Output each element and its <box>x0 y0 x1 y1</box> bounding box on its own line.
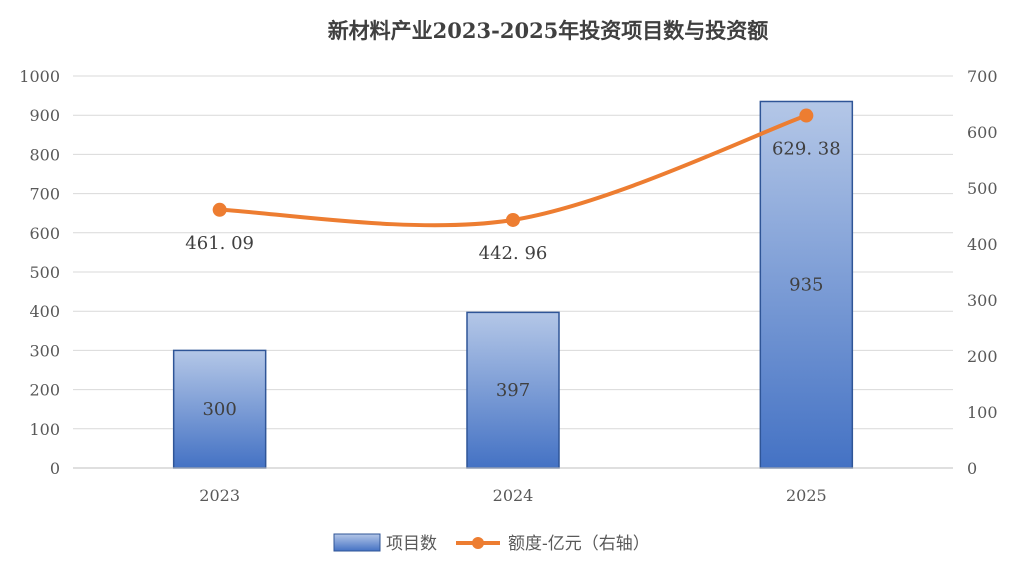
y-right-tick-label: 700 <box>967 67 998 86</box>
data-labels: 300 397 935 461. 09 442. 96 629. 38 <box>185 139 840 421</box>
y-left-tick-label: 500 <box>29 263 60 282</box>
y-left-tick-label: 0 <box>50 459 60 478</box>
chart-title: 新材料产业2023-2025年投资项目数与投资额 <box>328 18 769 43</box>
line-point <box>506 212 520 227</box>
x-tick-label: 2025 <box>786 486 827 505</box>
bar-value-label: 300 <box>202 399 236 420</box>
x-tick-label: 2024 <box>493 486 534 505</box>
y-right-tick-label: 400 <box>967 235 998 254</box>
y-left-tick-label: 600 <box>29 224 60 243</box>
axes: 0 100 200 300 400 500 600 700 800 900 1000 0 100 200 3… <box>19 67 997 505</box>
y-left-tick-label: 1000 <box>19 67 60 86</box>
x-tick-label: 2023 <box>199 486 240 505</box>
line-value-label: 442. 96 <box>479 243 548 264</box>
line-value-label: 461. 09 <box>185 233 254 254</box>
line-series-path <box>217 113 809 228</box>
y-left-tick-label: 700 <box>29 185 60 204</box>
y-right-tick-label: 600 <box>967 123 998 142</box>
y-left-tick-label: 800 <box>29 145 60 164</box>
y-left-tick-label: 200 <box>29 381 60 400</box>
y-right-tick-label: 200 <box>967 347 998 366</box>
y-right-tick-label: 100 <box>967 403 998 422</box>
y-right-tick-label: 0 <box>967 459 977 478</box>
bar-value-label: 935 <box>789 275 823 296</box>
y-right-tick-label: 300 <box>967 291 998 310</box>
bar-value-label: 397 <box>496 380 530 401</box>
bars <box>172 100 854 469</box>
bar <box>466 311 560 469</box>
line-point <box>799 108 814 123</box>
line-value-label: 629. 38 <box>772 139 841 160</box>
legend: 项目数 额度-亿元（右轴） <box>333 533 650 554</box>
line-point <box>212 202 227 217</box>
legend-bar-label: 项目数 <box>386 534 437 554</box>
line-series <box>212 108 814 228</box>
bar <box>759 100 854 469</box>
legend-line-marker <box>472 537 484 549</box>
y-right-tick-label: 500 <box>967 179 998 198</box>
y-left-tick-label: 400 <box>29 302 60 321</box>
y-left-tick-label: 900 <box>29 106 60 125</box>
legend-bar-swatch <box>333 533 381 552</box>
y-left-tick-label: 100 <box>29 420 60 439</box>
bar <box>172 349 267 469</box>
legend-line-label: 额度-亿元（右轴） <box>508 534 650 554</box>
y-left-tick-label: 300 <box>29 341 60 360</box>
